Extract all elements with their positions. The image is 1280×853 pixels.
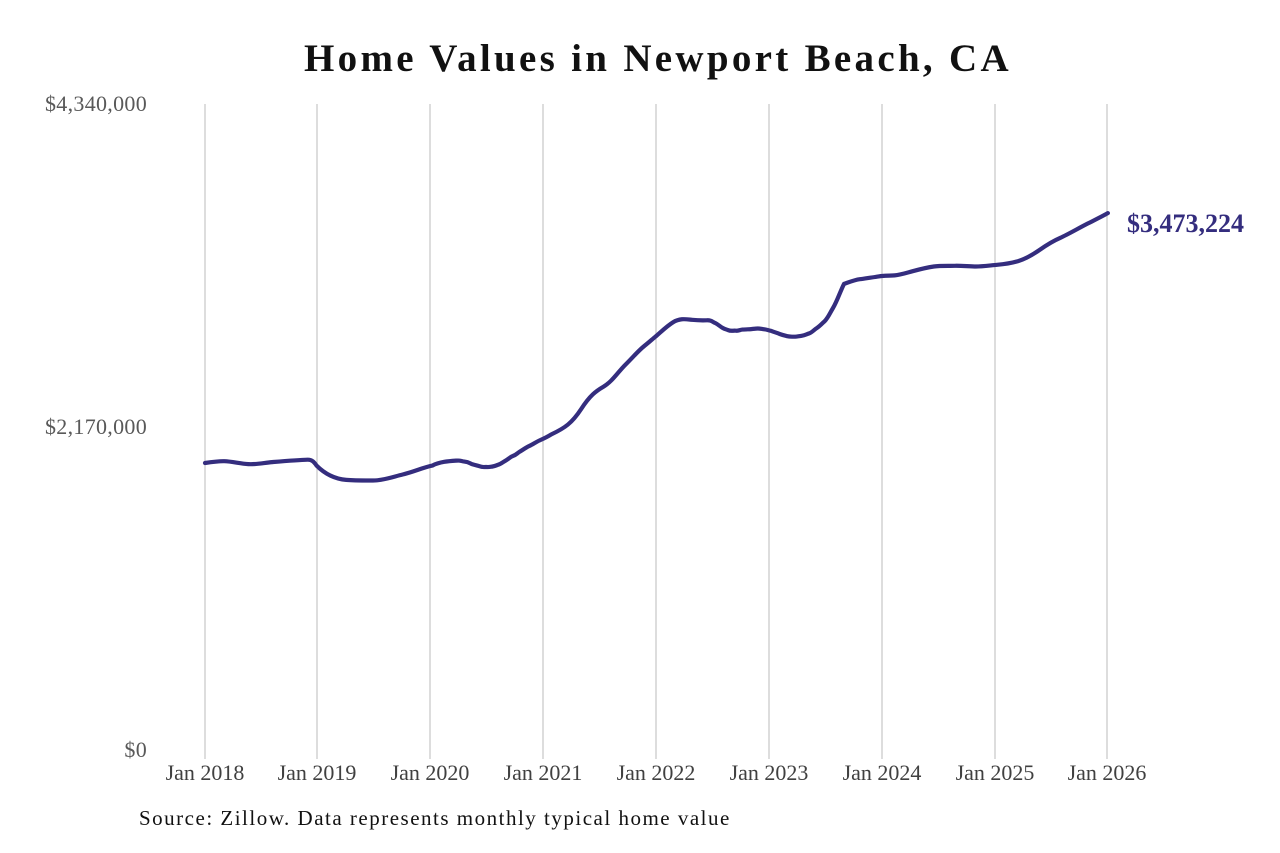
svg-text:$4,340,000: $4,340,000 [45,91,147,116]
svg-text:Jan 2020: Jan 2020 [391,760,470,785]
svg-text:Jan 2019: Jan 2019 [278,760,357,785]
svg-text:Jan 2018: Jan 2018 [166,760,245,785]
svg-text:$3,473,224: $3,473,224 [1127,209,1244,238]
svg-text:$0: $0 [124,737,147,762]
svg-text:Jan 2023: Jan 2023 [730,760,809,785]
svg-text:Jan 2025: Jan 2025 [956,760,1035,785]
svg-text:$2,170,000: $2,170,000 [45,414,147,439]
svg-text:Jan 2026: Jan 2026 [1068,760,1147,785]
svg-text:Jan 2024: Jan 2024 [843,760,922,785]
svg-text:Jan 2022: Jan 2022 [617,760,696,785]
svg-text:Jan 2021: Jan 2021 [504,760,583,785]
